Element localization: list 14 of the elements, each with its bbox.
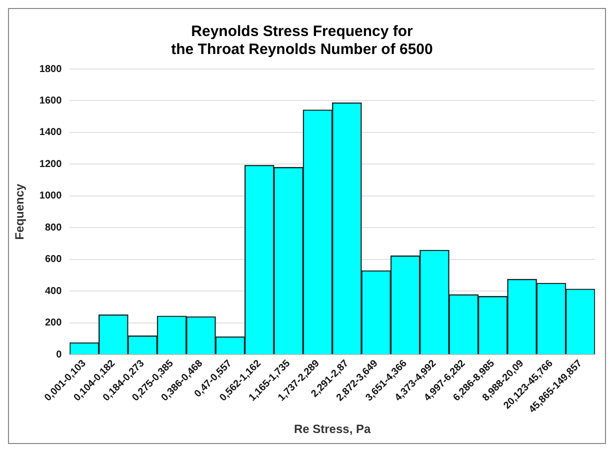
y-tick-label: 1000 bbox=[39, 190, 62, 202]
text: the Throat Reynolds Number of 6500 bbox=[171, 41, 433, 58]
y-tick-label: 1800 bbox=[39, 64, 62, 75]
x-axis-title: Re Stress, Pa bbox=[294, 422, 371, 436]
y-tick-label: 1400 bbox=[39, 127, 62, 138]
y-tick-label: 200 bbox=[44, 318, 62, 329]
y-tick-label: 800 bbox=[44, 222, 62, 234]
y-tick-label: 1200 bbox=[39, 158, 62, 170]
y-tick-label: 600 bbox=[44, 254, 62, 266]
text: Reynolds Stress Frequency for bbox=[191, 23, 413, 40]
y-tick-label: 0 bbox=[56, 349, 62, 360]
y-tick-label: 1600 bbox=[39, 95, 62, 106]
y-tick-label: 400 bbox=[44, 286, 62, 297]
y-axis-title: Fequency bbox=[12, 183, 27, 240]
